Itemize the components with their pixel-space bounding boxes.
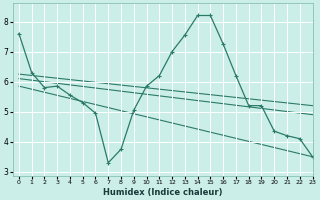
- X-axis label: Humidex (Indice chaleur): Humidex (Indice chaleur): [103, 188, 222, 197]
